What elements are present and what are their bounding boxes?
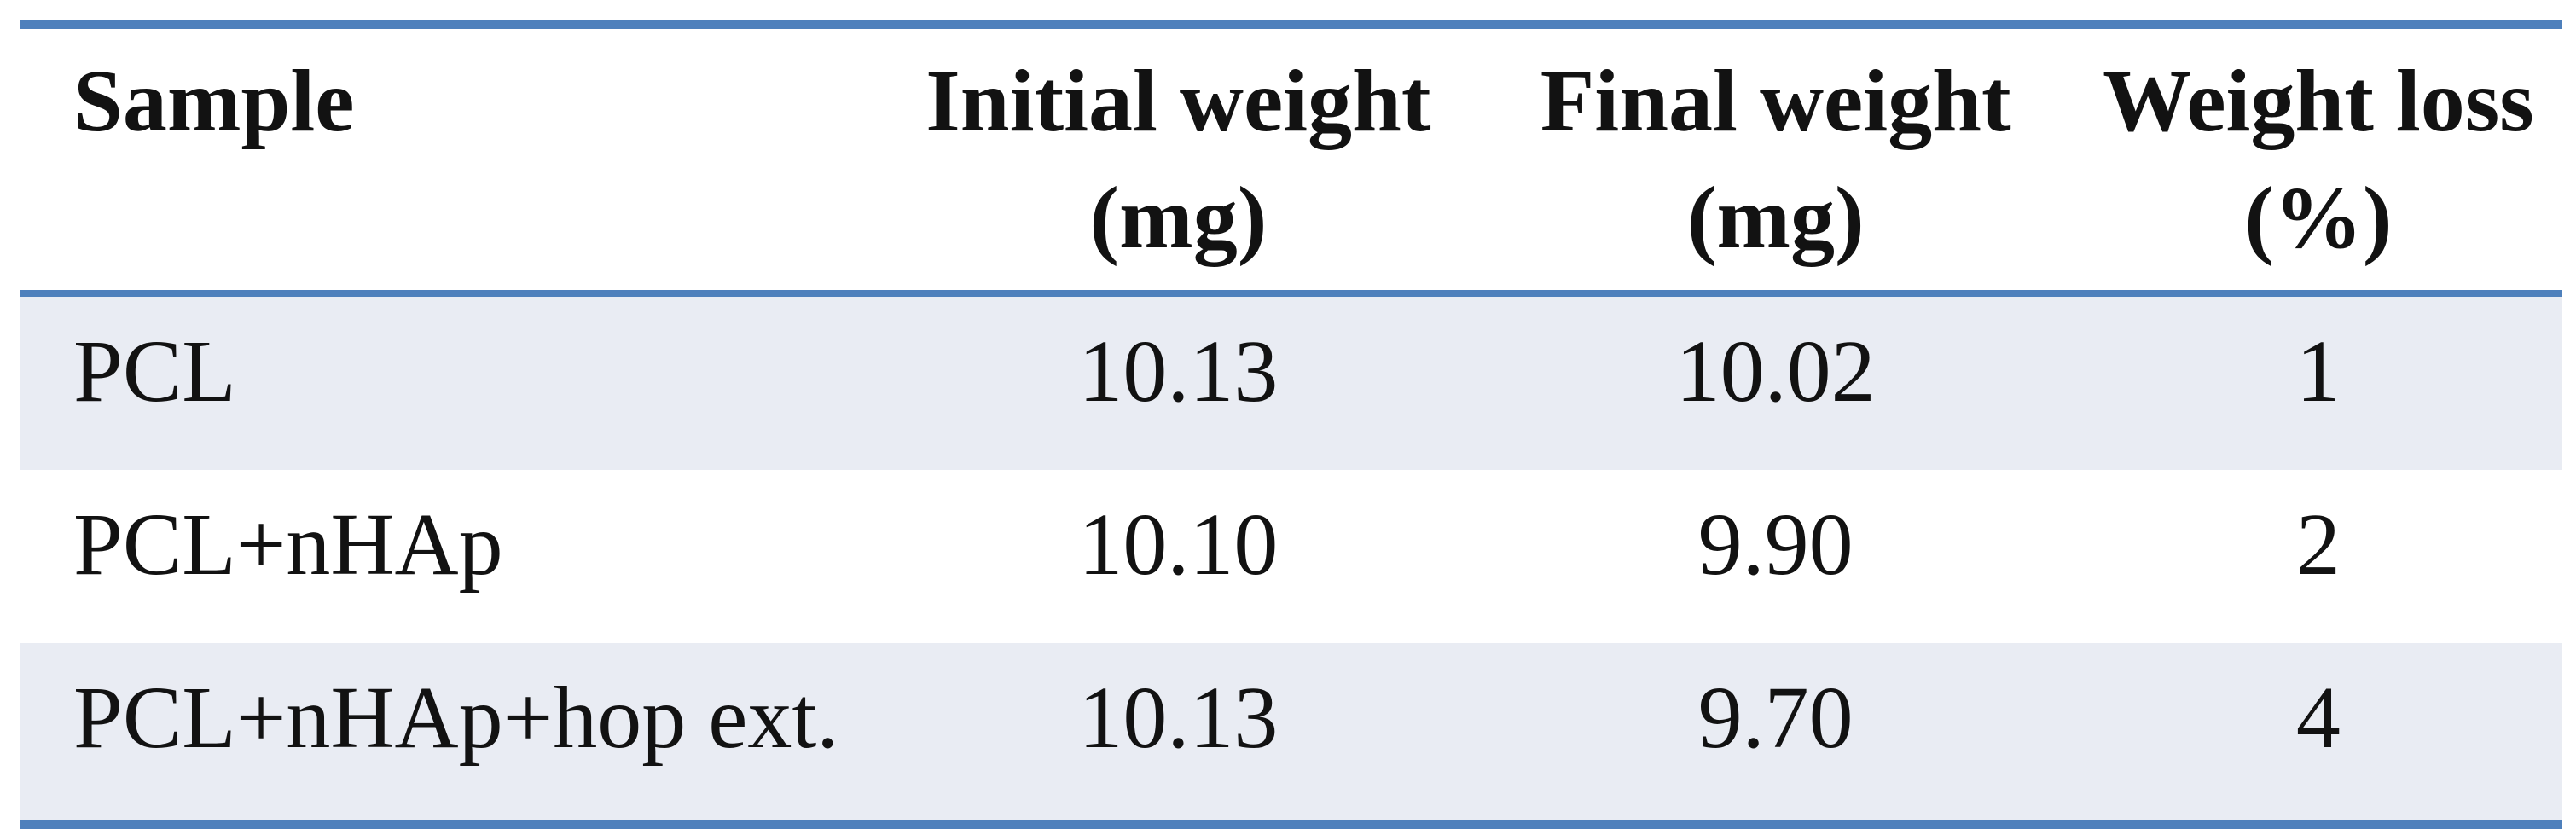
cell-sample: PCL+nHAp+hop ext.: [73, 669, 839, 767]
cell-initial-weight: 10.10: [1078, 496, 1279, 594]
header-initial-line1: Initial weight: [925, 52, 1431, 150]
header-cell-initial-weight: Initial weight (mg): [879, 25, 1477, 293]
cell-initial-weight: 10.13: [1078, 322, 1279, 420]
cell-final-weight: 10.02: [1675, 322, 1876, 420]
cell-weight-loss: 2: [2295, 496, 2341, 594]
cell-final-weight: 9.90: [1697, 496, 1854, 594]
header-sample-line1: Sample: [73, 52, 355, 150]
cell-weight-loss: 4: [2295, 669, 2341, 767]
cell-sample: PCL: [73, 322, 236, 420]
cell-weight-loss: 1: [2295, 322, 2341, 420]
cell-final-weight: 9.70: [1697, 669, 1854, 767]
table-row-pcl-nhap: PCL+nHAp 10.10 9.90 2: [20, 470, 2562, 643]
header-loss-line1: Weight loss: [2103, 52, 2534, 150]
table-body: PCL 10.13 10.02 1 PCL+nHAp 10.10 9.90 2 …: [20, 293, 2562, 825]
table-header: Sample Initial weight (mg) Final weight …: [20, 25, 2562, 293]
header-cell-sample: Sample: [20, 25, 879, 293]
header-cell-final-weight: Final weight (mg): [1477, 25, 2074, 293]
table-row-pcl-nhap-hop-ext: PCL+nHAp+hop ext. 10.13 9.70 4: [20, 643, 2562, 825]
table-row-pcl: PCL 10.13 10.02 1: [20, 293, 2562, 470]
cell-initial-weight: 10.13: [1078, 669, 1279, 767]
header-row: Sample Initial weight (mg) Final weight …: [20, 25, 2562, 293]
weight-loss-table: Sample Initial weight (mg) Final weight …: [20, 20, 2562, 829]
header-cell-weight-loss: Weight loss (%): [2074, 25, 2562, 293]
header-final-line1: Final weight: [1540, 52, 2011, 150]
header-loss-line2: (%): [2244, 169, 2393, 268]
header-initial-line2: (mg): [1089, 169, 1268, 268]
header-final-line2: (mg): [1686, 169, 1865, 268]
cell-sample: PCL+nHAp: [73, 496, 503, 594]
